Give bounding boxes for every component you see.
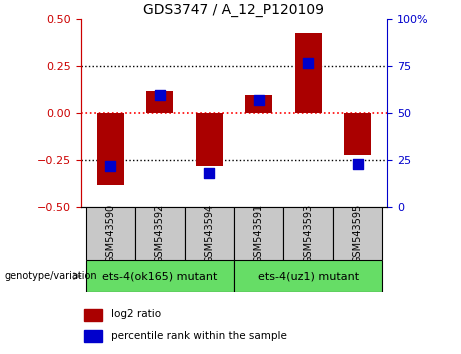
Bar: [234, 207, 284, 260]
Bar: [86, 260, 234, 292]
Bar: [195, 113, 223, 166]
Text: ets-4(uz1) mutant: ets-4(uz1) mutant: [258, 271, 359, 281]
Text: genotype/variation: genotype/variation: [5, 271, 97, 281]
Bar: [245, 95, 272, 113]
Text: GSM543594: GSM543594: [204, 204, 214, 263]
Bar: [295, 33, 322, 113]
Point: [206, 171, 213, 176]
Bar: [84, 330, 102, 342]
Bar: [344, 113, 371, 155]
Text: GSM543592: GSM543592: [155, 204, 165, 263]
Text: percentile rank within the sample: percentile rank within the sample: [112, 331, 287, 341]
Bar: [234, 260, 382, 292]
Title: GDS3747 / A_12_P120109: GDS3747 / A_12_P120109: [143, 3, 325, 17]
Bar: [146, 91, 173, 113]
Text: GSM543595: GSM543595: [353, 204, 362, 263]
Point: [156, 92, 164, 97]
Text: GSM543591: GSM543591: [254, 204, 264, 263]
Bar: [84, 309, 102, 321]
Bar: [135, 207, 184, 260]
Point: [304, 60, 312, 65]
Bar: [284, 207, 333, 260]
Point: [354, 161, 361, 167]
Point: [255, 97, 262, 103]
Text: ets-4(ok165) mutant: ets-4(ok165) mutant: [102, 271, 218, 281]
Bar: [86, 207, 135, 260]
Bar: [333, 207, 382, 260]
Bar: [97, 113, 124, 184]
Point: [106, 163, 114, 169]
Text: GSM543593: GSM543593: [303, 204, 313, 263]
Text: log2 ratio: log2 ratio: [112, 309, 161, 319]
Bar: [184, 207, 234, 260]
Text: GSM543590: GSM543590: [106, 204, 115, 263]
